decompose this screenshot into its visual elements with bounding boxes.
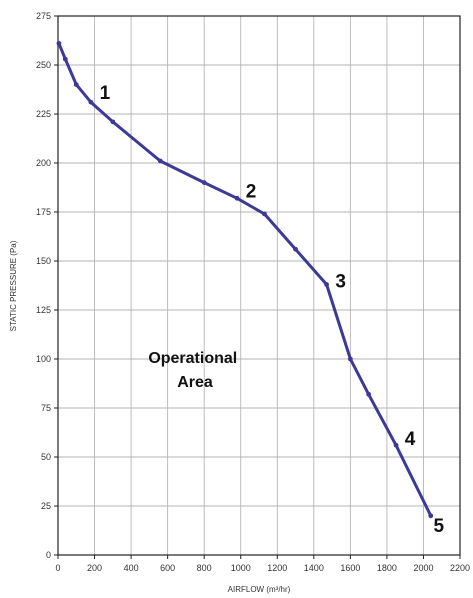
data-point — [88, 99, 94, 105]
y-tick-label: 50 — [41, 452, 51, 462]
x-axis-title: AIRFLOW (m³/hr) — [228, 585, 291, 594]
y-tick-label: 100 — [36, 354, 51, 364]
data-point — [428, 513, 434, 519]
data-point — [110, 119, 116, 125]
y-axis: 0 25 50 75 100 125 150 175 200 225 250 275 — [36, 11, 58, 560]
data-point — [157, 158, 163, 164]
data-point — [324, 282, 330, 287]
data-point — [262, 211, 267, 217]
y-tick-label: 0 — [46, 550, 51, 560]
point-label-4: 4 — [405, 429, 416, 450]
x-tick-label: 1800 — [377, 563, 397, 573]
series-group — [56, 41, 434, 519]
y-tick-label: 150 — [36, 256, 51, 266]
y-tick-label: 175 — [36, 207, 51, 217]
data-point — [347, 356, 353, 362]
x-axis: 0 200 400 600 800 1000 1200 1400 1600 1800 2000 220… — [55, 555, 470, 573]
data-point — [393, 442, 399, 448]
x-tick-label: 2000 — [413, 563, 433, 573]
data-point — [234, 195, 240, 201]
x-tick-label: 1000 — [231, 563, 251, 573]
x-tick-label: 600 — [160, 563, 175, 573]
y-tick-label: 125 — [36, 305, 51, 315]
point-label-3: 3 — [335, 272, 346, 293]
data-point — [201, 180, 207, 186]
point-label-1: 1 — [100, 83, 111, 104]
point-labels: 1 2 3 4 5 — [100, 83, 445, 537]
y-tick-label: 75 — [41, 403, 51, 413]
y-tick-label: 250 — [36, 60, 51, 70]
point-label-2: 2 — [246, 181, 257, 202]
y-axis-title: STATIC PRESSURE (Pa) — [9, 240, 18, 331]
data-point — [56, 41, 62, 46]
annotation-line-2: Area — [177, 374, 213, 391]
x-tick-label: 1400 — [304, 563, 324, 573]
plot-frame — [57, 15, 461, 556]
annotation: Operational Area — [148, 350, 241, 391]
grid — [57, 15, 461, 556]
data-point — [62, 56, 68, 62]
x-tick-label: 200 — [87, 563, 102, 573]
x-tick-label: 2200 — [450, 563, 470, 573]
data-point — [73, 82, 79, 87]
x-tick-label: 1600 — [340, 563, 360, 573]
y-tick-label: 275 — [36, 11, 51, 21]
x-tick-label: 400 — [124, 563, 139, 573]
data-point — [366, 391, 372, 397]
y-tick-label: 225 — [36, 109, 51, 119]
x-tick-label: 800 — [197, 563, 212, 573]
x-tick-label: 0 — [55, 563, 60, 573]
y-tick-label: 25 — [41, 501, 51, 511]
annotation-line-1: Operational — [148, 350, 237, 367]
x-tick-label: 1200 — [267, 563, 287, 573]
data-point — [293, 246, 298, 252]
point-label-5: 5 — [433, 516, 444, 537]
y-tick-label: 200 — [36, 158, 51, 168]
